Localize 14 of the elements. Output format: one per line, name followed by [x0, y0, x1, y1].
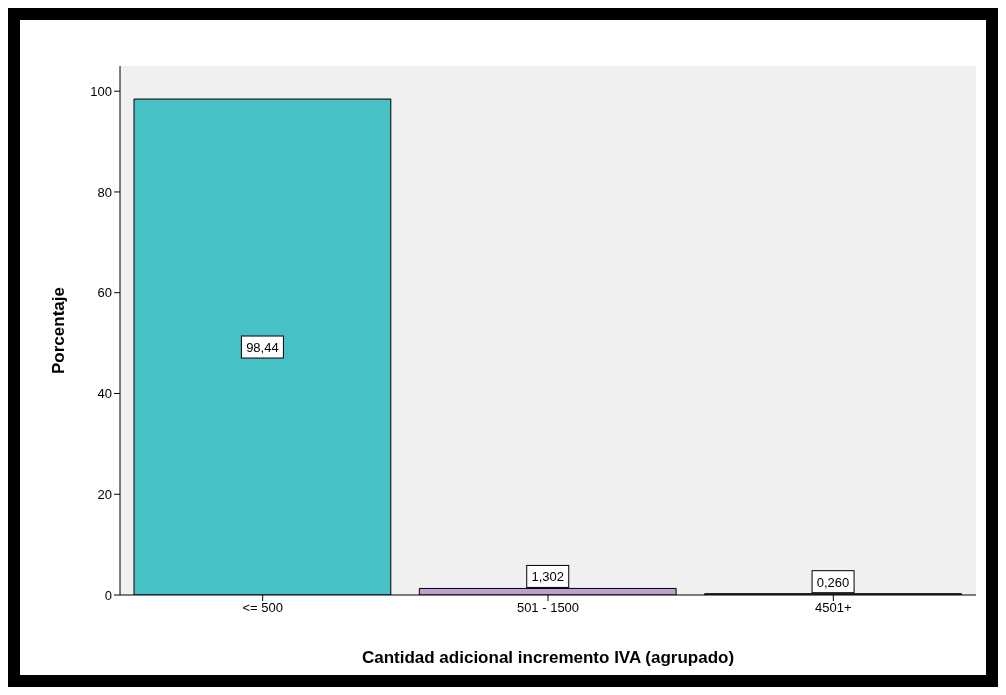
x-tick-label: <= 500: [242, 600, 283, 616]
data-label: 1,302: [531, 569, 565, 585]
data-label: 98,44: [246, 340, 279, 356]
y-tick-label: 20: [97, 486, 112, 502]
y-tick-label: 0: [104, 587, 112, 603]
data-label: 0,260: [816, 574, 850, 590]
x-tick-label: 501 - 1500: [516, 600, 580, 616]
y-tick-label: 60: [97, 285, 112, 301]
y-tick-label: 80: [97, 184, 112, 200]
y-axis-title: Porcentaje: [49, 287, 69, 374]
x-tick-label: 4501+: [815, 600, 852, 616]
y-tick-label: 100: [90, 83, 112, 99]
x-axis-title: Cantidad adicional incremento IVA (agrupado): [361, 648, 735, 667]
y-tick-label: 40: [97, 386, 112, 402]
